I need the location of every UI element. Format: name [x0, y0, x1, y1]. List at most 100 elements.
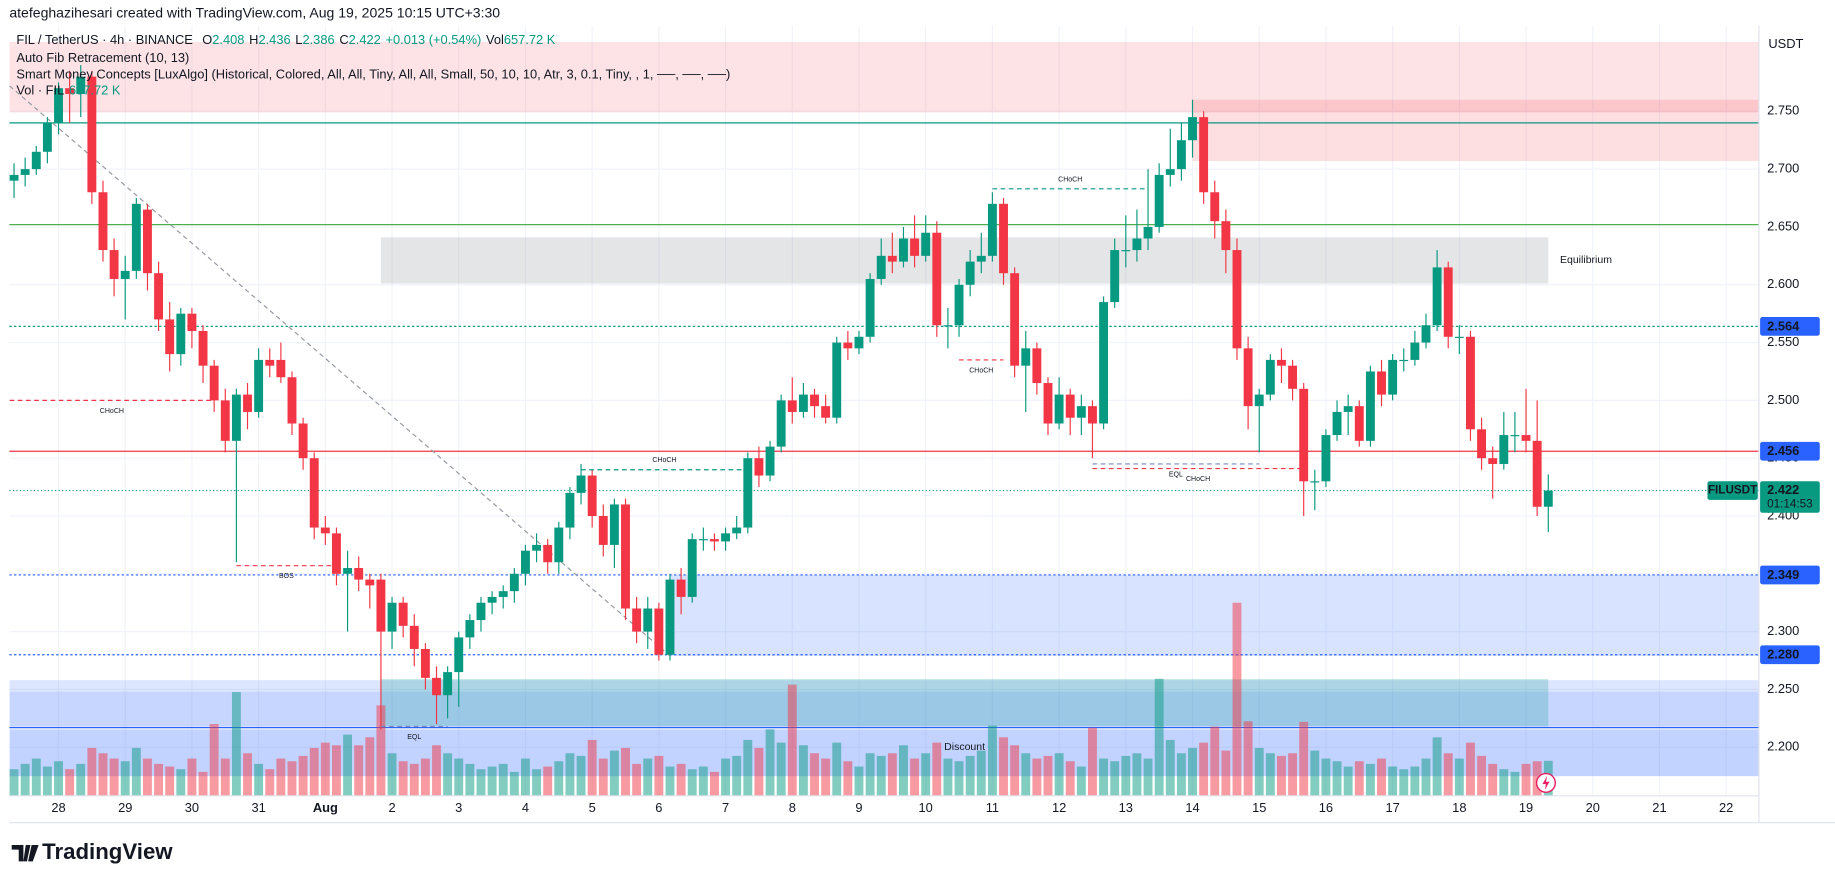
tv-logo	[11, 844, 39, 862]
volume-bar	[854, 766, 864, 796]
candle-body	[921, 232, 931, 256]
volume-bar	[810, 753, 819, 796]
volume-bar	[1165, 739, 1175, 796]
price-tag	[1760, 441, 1820, 461]
candle-body	[1365, 371, 1375, 441]
volume-bar	[476, 769, 486, 796]
volume-bar	[209, 723, 219, 796]
candle-body	[1110, 250, 1120, 303]
current-price: 2.422	[1767, 482, 1799, 497]
volume-bar	[1310, 750, 1320, 796]
x-tick-label: 29	[118, 800, 132, 815]
candle-body	[1299, 388, 1309, 482]
y-tick-label: 2.500	[1767, 392, 1799, 407]
volume-bar	[687, 769, 697, 796]
volume-bar	[710, 771, 719, 796]
price-axis	[1758, 25, 1835, 823]
candle-body	[220, 400, 230, 441]
candle-body	[54, 88, 63, 123]
price-tag	[1760, 317, 1820, 336]
candle-body	[409, 625, 419, 649]
candle-body	[243, 394, 252, 412]
currency-label[interactable]: USDT	[1768, 36, 1803, 51]
volume-bar	[565, 753, 575, 796]
volume-bar	[554, 761, 564, 796]
volume-legend: Vol · FIL 657.72 K	[16, 83, 120, 98]
volume-bar	[776, 742, 786, 796]
volume-pane-value: 657.72 K	[69, 83, 121, 98]
indicator: Auto Fib Retracement (10, 13)	[16, 50, 189, 65]
candle-body	[265, 359, 275, 366]
volume-bar	[676, 763, 686, 796]
brand[interactable]: TradingView	[42, 839, 173, 864]
price-tag-label: 2.349	[1767, 567, 1799, 582]
volume-bar	[965, 755, 975, 796]
candle-body	[176, 313, 186, 355]
candle-body	[1088, 406, 1097, 424]
candle-body	[1032, 348, 1042, 384]
candle-body	[1321, 435, 1331, 482]
volume-bar	[1488, 763, 1498, 796]
volume-bar	[576, 755, 586, 796]
x-tick-label: 3	[455, 800, 462, 815]
volume-bar	[1277, 755, 1286, 796]
candle-body	[832, 342, 842, 418]
candle-body	[821, 406, 831, 418]
volume-bar	[1354, 761, 1364, 796]
countdown: 01:14:53	[1767, 498, 1812, 511]
volume-bar	[398, 761, 408, 796]
candle-body	[231, 394, 241, 441]
candle-body	[20, 169, 30, 175]
candle-body	[554, 527, 564, 563]
volume-bar	[154, 763, 164, 796]
candle-body	[31, 151, 41, 170]
price-tag	[1760, 645, 1820, 665]
x-tick-label: 8	[789, 800, 796, 815]
volume-bar	[487, 766, 497, 796]
volume-bar	[1477, 755, 1487, 796]
candle-body	[943, 325, 953, 327]
x-tick-label: 5	[589, 800, 596, 815]
x-tick-label: 10	[919, 800, 933, 815]
volume-bar	[1288, 753, 1298, 796]
volume-bar	[609, 750, 619, 796]
volume-bar	[1243, 721, 1253, 796]
volume-key: Vol	[486, 32, 504, 47]
price-tag	[1760, 565, 1820, 585]
volume-bar	[821, 758, 831, 796]
volume-bar	[1232, 602, 1242, 796]
volume-bar	[1065, 761, 1075, 796]
volume-bar	[98, 753, 108, 796]
candle-body	[1176, 140, 1186, 170]
candle-body	[343, 568, 353, 574]
candle-body	[1454, 336, 1464, 338]
candle-body	[698, 539, 708, 541]
ohlc-value: 2.422	[349, 32, 381, 47]
volume-bar	[365, 737, 375, 796]
volume-bar	[1110, 761, 1120, 796]
x-tick-label: 28	[51, 800, 65, 815]
candle-body	[509, 573, 519, 592]
candle-body	[287, 377, 297, 424]
ohlc-value: 2.408	[212, 32, 244, 47]
legend-main: FIL / TetherUS · 4h · BINANCE O2.408 H2.43…	[16, 32, 555, 47]
volume-bar	[1454, 758, 1464, 796]
zone	[9, 691, 1759, 727]
candle-body	[332, 533, 341, 574]
candle-body	[954, 284, 964, 326]
volume-bar	[1499, 769, 1509, 796]
x-tick-label: 21	[1652, 800, 1666, 815]
volume-bar	[1221, 750, 1231, 796]
volume-bar	[1210, 726, 1220, 796]
ohlc-key: H	[249, 32, 258, 47]
volume-bar	[1466, 742, 1475, 796]
structure-label: CHoCH	[100, 408, 124, 415]
structure-label: BOS	[279, 573, 294, 580]
volume-bar	[120, 761, 130, 796]
volume-bar	[1010, 745, 1020, 796]
zone	[380, 237, 1549, 284]
symbol: FIL / TetherUS · 4h · BINANCE	[16, 32, 193, 47]
x-tick-label: 13	[1119, 800, 1133, 815]
y-tick-label: 2.700	[1767, 161, 1799, 176]
